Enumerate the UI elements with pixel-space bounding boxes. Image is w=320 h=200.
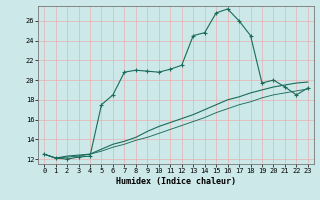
X-axis label: Humidex (Indice chaleur): Humidex (Indice chaleur) (116, 177, 236, 186)
